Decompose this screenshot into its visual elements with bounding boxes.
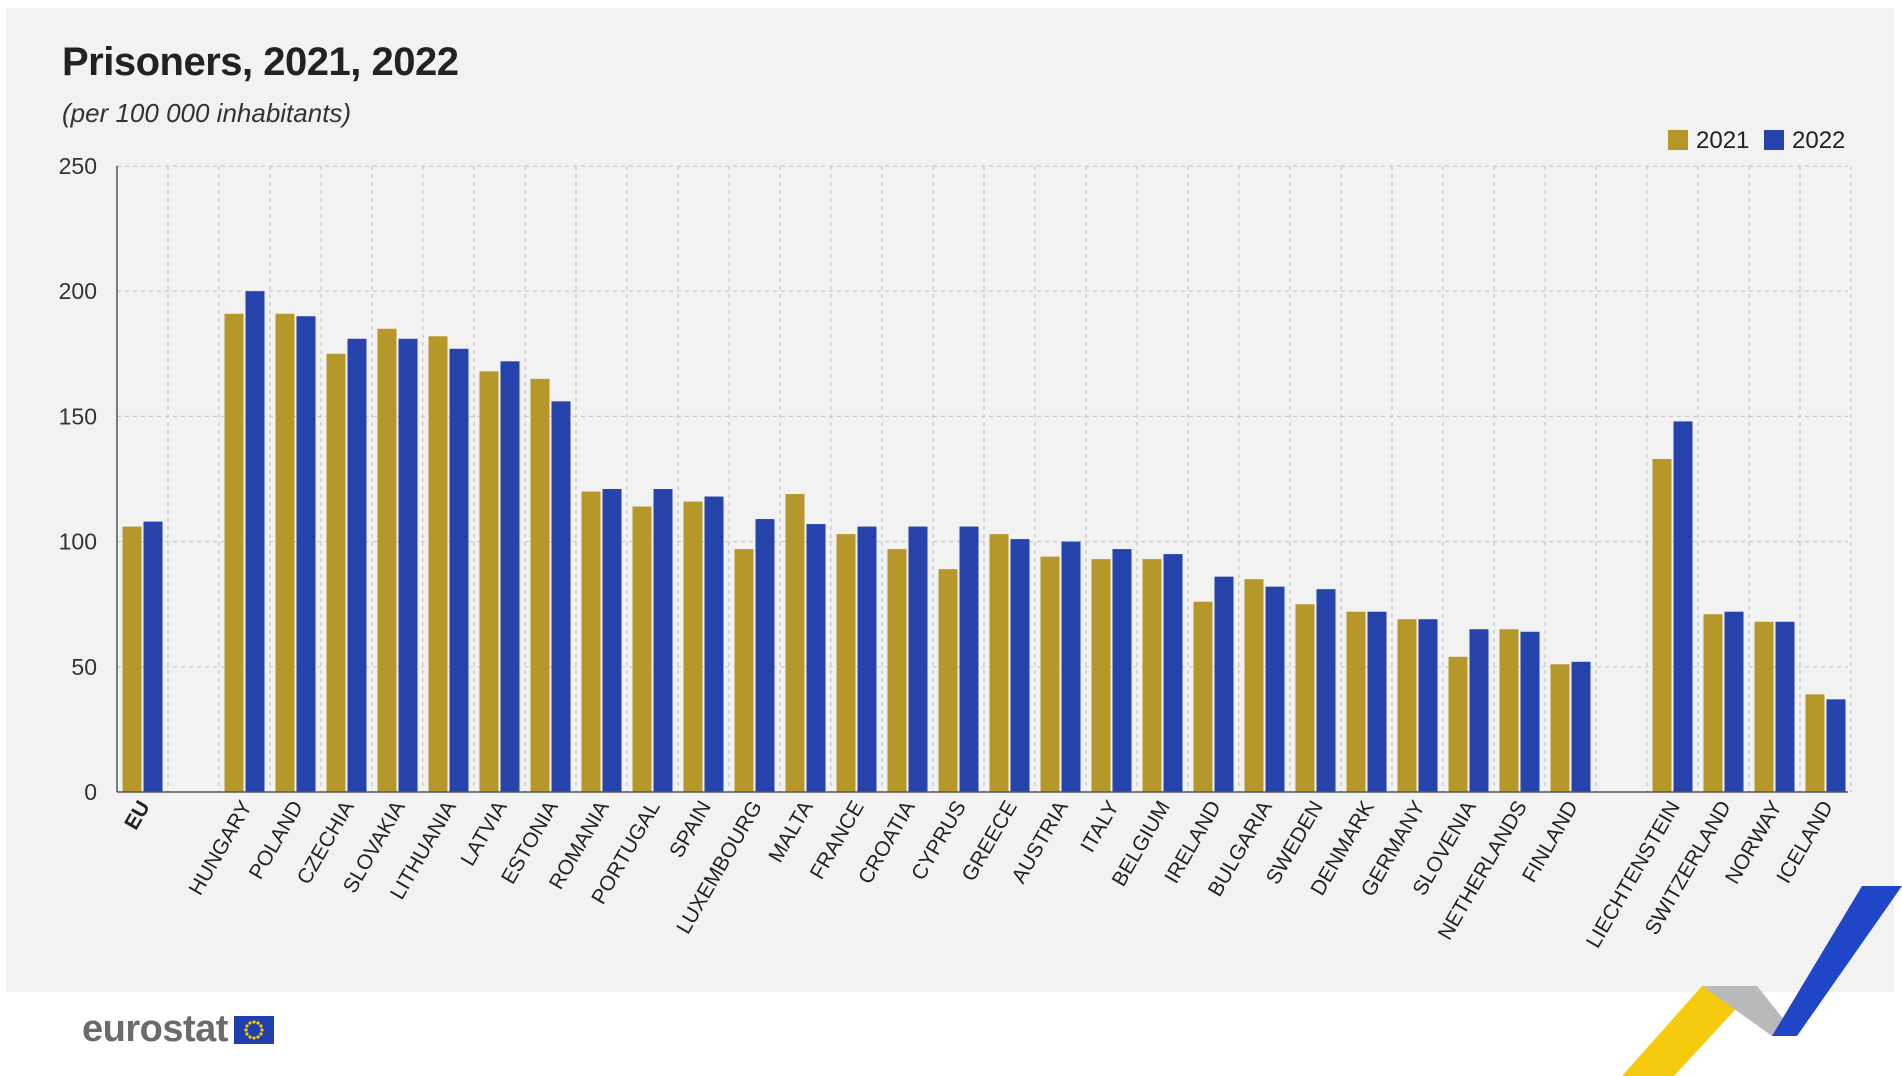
bar-2022-austria bbox=[1061, 541, 1081, 792]
bar-2022-poland bbox=[296, 316, 316, 792]
bar-2021-luxembourg bbox=[734, 549, 754, 792]
bar-2022-spain bbox=[704, 496, 724, 792]
eurostat-logo: eurostat bbox=[82, 1008, 274, 1051]
bar-2022-slovenia bbox=[1469, 629, 1489, 792]
legend-label-2021: 2021 bbox=[1696, 127, 1749, 154]
bar-2021-italy bbox=[1091, 559, 1111, 792]
bar-2021-austria bbox=[1040, 556, 1060, 792]
bar-2022-luxembourg bbox=[755, 519, 775, 792]
bar-2022-switzerland bbox=[1724, 611, 1744, 792]
bar-2021-malta bbox=[785, 494, 805, 792]
bar-2022-eu bbox=[143, 521, 163, 792]
bar-2022-liechtenstein bbox=[1673, 421, 1693, 792]
chart-subtitle: (per 100 000 inhabitants) bbox=[62, 98, 352, 128]
bar-2022-norway bbox=[1775, 621, 1795, 792]
legend-label-2022: 2022 bbox=[1792, 127, 1845, 154]
bar-2021-poland bbox=[275, 313, 295, 792]
y-tick-label: 100 bbox=[59, 529, 97, 555]
bar-2022-sweden bbox=[1316, 589, 1336, 792]
bar-2021-bulgaria bbox=[1244, 579, 1264, 792]
y-tick-label: 50 bbox=[71, 654, 97, 680]
bar-2022-germany bbox=[1418, 619, 1438, 792]
bar-2022-czechia bbox=[347, 338, 367, 792]
bar-2021-belgium bbox=[1142, 559, 1162, 792]
bar-2021-finland bbox=[1550, 664, 1570, 792]
bar-2021-ireland bbox=[1193, 601, 1213, 792]
bar-2022-cyprus bbox=[959, 526, 979, 792]
bar-2022-france bbox=[857, 526, 877, 792]
bar-2021-switzerland bbox=[1703, 614, 1723, 792]
x-tick-label: MALTA bbox=[764, 797, 817, 866]
bar-2021-denmark bbox=[1346, 611, 1366, 792]
chart-title: Prisoners, 2021, 2022 bbox=[62, 40, 459, 84]
bar-2022-romania bbox=[602, 489, 622, 792]
bar-2021-spain bbox=[683, 501, 703, 792]
x-tick-label: EU bbox=[120, 797, 155, 834]
legend-swatch-2022 bbox=[1764, 130, 1784, 150]
y-tick-label: 150 bbox=[59, 403, 97, 429]
x-tick-label: ITALY bbox=[1076, 797, 1124, 856]
bar-2021-iceland bbox=[1805, 694, 1825, 792]
bar-2021-sweden bbox=[1295, 604, 1315, 792]
bar-2021-croatia bbox=[887, 549, 907, 792]
bar-2022-portugal bbox=[653, 489, 673, 792]
bar-2022-hungary bbox=[245, 291, 265, 792]
bar-2022-latvia bbox=[500, 361, 520, 792]
bar-2021-slovenia bbox=[1448, 656, 1468, 792]
bar-2022-lithuania bbox=[449, 348, 469, 792]
bar-2022-ireland bbox=[1214, 576, 1234, 792]
legend-swatch-2021 bbox=[1668, 130, 1688, 150]
y-tick-label: 0 bbox=[84, 779, 97, 805]
bar-2022-finland bbox=[1571, 661, 1591, 792]
bar-2021-cyprus bbox=[938, 569, 958, 792]
bar-2021-norway bbox=[1754, 621, 1774, 792]
x-tick-label: LATVIA bbox=[457, 797, 512, 870]
bar-2021-france bbox=[836, 534, 856, 792]
eu-flag-icon bbox=[233, 1015, 274, 1044]
bar-2021-liechtenstein bbox=[1652, 458, 1672, 792]
bar-2021-estonia bbox=[530, 378, 550, 792]
bar-2021-hungary bbox=[224, 313, 244, 792]
bar-2022-italy bbox=[1112, 549, 1132, 792]
y-tick-label: 200 bbox=[59, 278, 97, 304]
bar-2022-netherlands bbox=[1520, 631, 1540, 792]
bar-2021-latvia bbox=[479, 371, 499, 792]
chart-panel bbox=[6, 8, 1894, 992]
eurostat-corner-chevron-icon bbox=[1622, 886, 1902, 1076]
bar-2021-greece bbox=[989, 534, 1009, 792]
bar-2022-iceland bbox=[1826, 699, 1846, 792]
bar-2021-portugal bbox=[632, 506, 652, 792]
bar-2022-belgium bbox=[1163, 554, 1183, 792]
bar-2022-malta bbox=[806, 524, 826, 792]
bar-2021-netherlands bbox=[1499, 629, 1519, 792]
bar-2021-eu bbox=[122, 526, 142, 792]
bar-2022-bulgaria bbox=[1265, 586, 1285, 792]
bar-2022-slovakia bbox=[398, 338, 418, 792]
bar-2022-croatia bbox=[908, 526, 928, 792]
bar-2021-germany bbox=[1397, 619, 1417, 792]
bar-2021-lithuania bbox=[428, 336, 448, 792]
bar-2021-slovakia bbox=[377, 328, 397, 792]
bar-2021-romania bbox=[581, 491, 601, 792]
bar-2022-denmark bbox=[1367, 611, 1387, 792]
x-tick-label: SPAIN bbox=[665, 797, 716, 862]
bar-2022-greece bbox=[1010, 539, 1030, 792]
bar-2021-czechia bbox=[326, 353, 346, 792]
y-tick-label: 250 bbox=[59, 153, 97, 179]
x-tick-label: HUNGARY bbox=[185, 797, 257, 899]
bar-2022-estonia bbox=[551, 401, 571, 792]
logo-text: eurostat bbox=[82, 1008, 228, 1050]
